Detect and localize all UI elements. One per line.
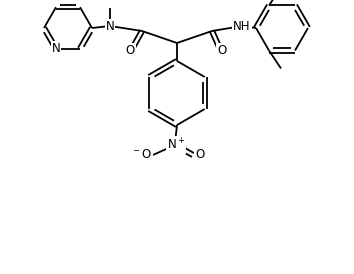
Text: O: O: [217, 44, 227, 56]
Text: N: N: [52, 42, 61, 55]
Text: O: O: [125, 44, 135, 56]
Text: NH: NH: [233, 19, 251, 33]
Text: $^-$O: $^-$O: [131, 149, 152, 161]
Text: N: N: [105, 19, 114, 33]
Text: O: O: [195, 149, 204, 161]
Text: N$^+$: N$^+$: [167, 137, 185, 153]
